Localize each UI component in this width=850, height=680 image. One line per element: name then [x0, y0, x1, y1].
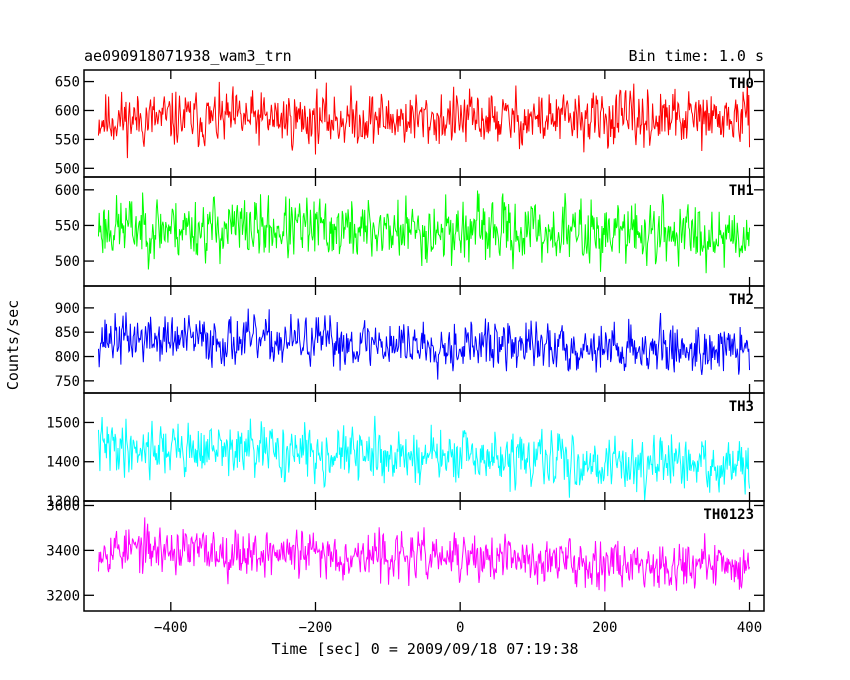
series-trace-th0123 [97, 517, 751, 592]
frames-layer [83, 69, 765, 612]
labels-layer: 500 550 600 650 TH0 500 550 600 TH1 750 800 850 900 T… [46, 75, 762, 636]
series-trace-th2 [97, 308, 751, 380]
y-tick-label-th0-0: 500 [55, 161, 80, 177]
y-tick-label-th3-0: 1300 [46, 494, 80, 510]
x-tick-label-0: −400 [154, 620, 188, 636]
x-tick-label-4: 400 [737, 620, 762, 636]
y-tick-label-th2-3: 900 [55, 301, 80, 317]
y-tick-label-th1-2: 600 [55, 183, 80, 199]
x-axis-label: Time [sec] 0 = 2009/09/18 07:19:38 [271, 640, 578, 658]
series-trace-th0 [97, 79, 751, 159]
series-trace-th1 [97, 190, 751, 274]
chart-title-left: ae090918071938_wam3_trn [84, 47, 292, 65]
y-tick-label-th3-2: 1500 [46, 415, 80, 431]
traces-layer [97, 79, 751, 592]
panel-label-th1: TH1 [729, 183, 754, 199]
panel-label-th0: TH0 [729, 76, 754, 92]
y-tick-label-th0123-1: 3400 [46, 543, 80, 559]
ticks-layer [84, 70, 764, 611]
y-tick-label-th2-2: 850 [55, 325, 80, 341]
y-tick-label-th1-1: 550 [55, 218, 80, 234]
y-tick-label-th2-1: 800 [55, 350, 80, 366]
chart-title-right: Bin time: 1.0 s [629, 47, 764, 65]
y-tick-label-th0123-2: 3600 [46, 498, 80, 514]
x-tick-label-1: −200 [299, 620, 333, 636]
panel-label-th2: TH2 [729, 292, 754, 308]
y-tick-label-th0-1: 550 [55, 132, 80, 148]
y-tick-label-th1-0: 500 [55, 254, 80, 270]
panel-label-th0123: TH0123 [703, 507, 754, 523]
y-tick-label-th0-3: 650 [55, 75, 80, 91]
x-tick-label-3: 200 [592, 620, 617, 636]
y-tick-label-th2-0: 750 [55, 374, 80, 390]
y-tick-label-th0123-0: 3200 [46, 588, 80, 604]
series-trace-th3 [97, 415, 751, 501]
y-tick-label-th0-2: 600 [55, 103, 80, 119]
panel-frame-th0123 [83, 500, 765, 612]
x-tick-label-2: 0 [456, 620, 464, 636]
y-tick-label-th3-1: 1400 [46, 455, 80, 471]
y-axis-label: Counts/sec [4, 300, 22, 390]
panel-label-th3: TH3 [729, 399, 754, 415]
